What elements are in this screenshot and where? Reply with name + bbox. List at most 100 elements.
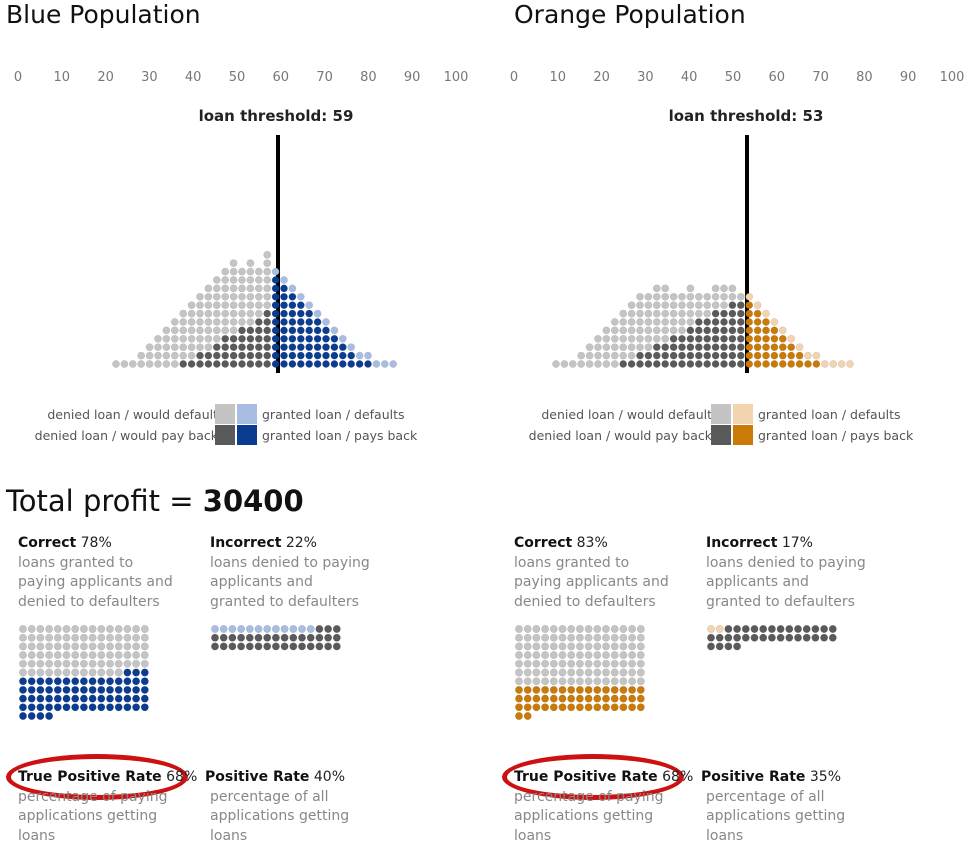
population-dot [637, 669, 644, 676]
population-dot [289, 335, 296, 342]
population-dot [141, 695, 148, 702]
population-dot [54, 686, 61, 693]
population-dot [280, 276, 287, 283]
population-dot [171, 360, 178, 367]
population-dot [264, 276, 271, 283]
population-dot [594, 360, 601, 367]
population-dot [637, 704, 644, 711]
population-dot [653, 335, 660, 342]
population-dot [37, 704, 44, 711]
population-dot [264, 285, 271, 292]
population-dot [611, 651, 618, 658]
population-dot [796, 344, 803, 351]
population-dot [230, 302, 237, 309]
population-dot [637, 660, 644, 667]
population-dot [611, 686, 618, 693]
population-dot [541, 660, 548, 667]
population-dot [289, 310, 296, 317]
population-dot [264, 268, 271, 275]
population-dot [146, 352, 153, 359]
population-dot [576, 695, 583, 702]
population-dot [306, 344, 313, 351]
population-dot [54, 643, 61, 650]
population-dot [515, 643, 522, 650]
population-dot [524, 695, 531, 702]
population-dot [331, 335, 338, 342]
population-dot [356, 360, 363, 367]
orange-population-title: Orange Population [514, 0, 746, 29]
population-dot [578, 352, 585, 359]
orange-positive-rate-stat: Positive Rate 35% percentage of all appl… [701, 768, 891, 846]
population-dot [737, 335, 744, 342]
population-dot [45, 660, 52, 667]
population-dot [106, 704, 113, 711]
population-dot [515, 669, 522, 676]
population-dot [213, 285, 220, 292]
population-dot [559, 695, 566, 702]
population-dot [115, 678, 122, 685]
population-dot [746, 318, 753, 325]
axis-tick: 30 [141, 70, 158, 85]
population-dot [80, 669, 87, 676]
population-dot [820, 634, 827, 641]
population-dot [213, 276, 220, 283]
population-dot [280, 344, 287, 351]
population-dot [98, 695, 105, 702]
population-dot [205, 293, 212, 300]
population-dot [132, 704, 139, 711]
population-dot [229, 625, 236, 632]
population-dot [628, 625, 635, 632]
population-dot [550, 660, 557, 667]
population-dot [704, 335, 711, 342]
population-dot [220, 634, 227, 641]
population-dot [712, 327, 719, 334]
population-dot [729, 327, 736, 334]
population-dot [611, 327, 618, 334]
population-dot [746, 302, 753, 309]
population-dot [515, 704, 522, 711]
population-dot [515, 686, 522, 693]
population-dot [628, 352, 635, 359]
population-dot [28, 695, 35, 702]
orange-correct-stat: Correct 83% loans granted to paying appl… [514, 534, 694, 612]
population-dot [533, 695, 540, 702]
population-dot [306, 318, 313, 325]
population-dot [687, 293, 694, 300]
legend-swatch-denied-default [711, 404, 731, 424]
population-dot [222, 268, 229, 275]
axis-tick: 100 [444, 70, 469, 85]
population-dot [561, 360, 568, 367]
population-dot [112, 360, 119, 367]
population-dot [54, 660, 61, 667]
population-dot [280, 318, 287, 325]
population-dot [115, 704, 122, 711]
population-dot [585, 660, 592, 667]
population-dot [331, 352, 338, 359]
population-dot [603, 352, 610, 359]
population-dot [754, 327, 761, 334]
population-dot [141, 634, 148, 641]
population-dot [737, 344, 744, 351]
population-dot [80, 695, 87, 702]
stat-percent: 35% [810, 769, 841, 785]
population-dot [45, 634, 52, 641]
population-dot [611, 634, 618, 641]
population-dot [628, 302, 635, 309]
population-dot [98, 660, 105, 667]
population-dot [180, 344, 187, 351]
stat-title: True Positive Rate [18, 769, 162, 785]
population-dot [89, 669, 96, 676]
orange-legend: denied loan / would default denied loan … [496, 404, 972, 446]
axis-tick: 70 [316, 70, 333, 85]
population-dot [121, 360, 128, 367]
population-dot [550, 651, 557, 658]
population-dot [568, 643, 575, 650]
population-dot [762, 327, 769, 334]
population-dot [322, 335, 329, 342]
population-dot [637, 695, 644, 702]
population-dot [662, 302, 669, 309]
population-dot [98, 625, 105, 632]
axis-tick: 20 [97, 70, 114, 85]
population-dot [255, 285, 262, 292]
population-dot [106, 669, 113, 676]
